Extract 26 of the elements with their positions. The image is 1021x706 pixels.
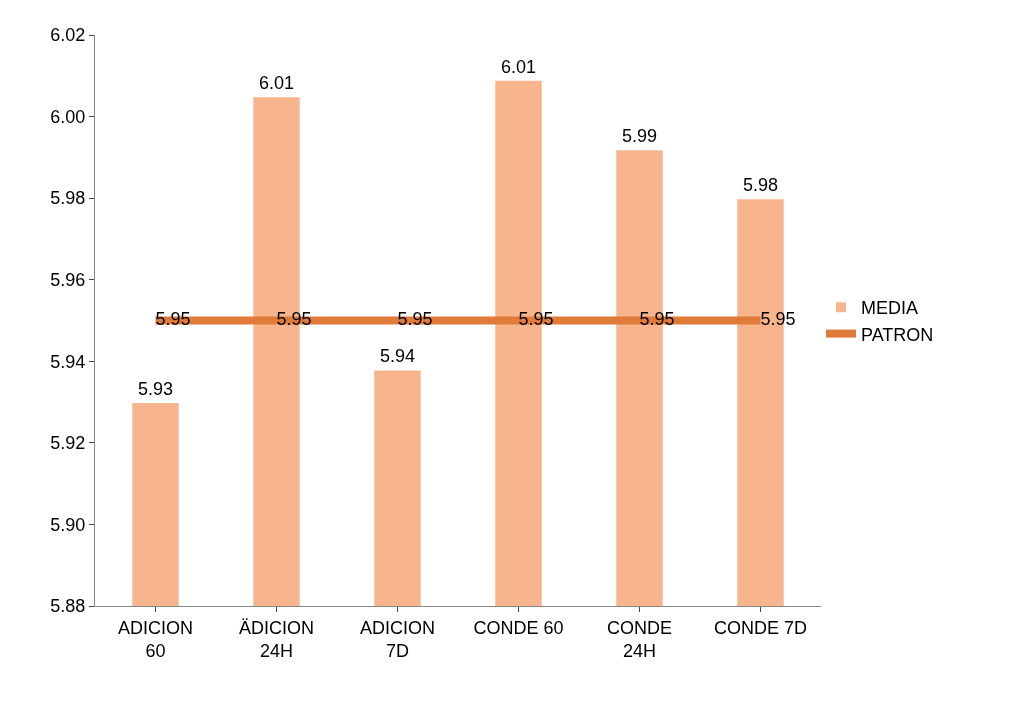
legend-label: MEDIA	[861, 298, 919, 319]
x-tick-label: CONDE 7D	[713, 617, 808, 638]
y-tick-label: 6.02	[50, 25, 86, 46]
y-tick-label: 6.00	[50, 106, 86, 127]
data-label: 5.95	[518, 309, 554, 329]
y-tick-label: 5.88	[50, 596, 86, 617]
y-tick-label: 5.94	[50, 351, 86, 372]
data-label: 5.98	[742, 175, 779, 196]
x-tick-label: CONDE 24H	[606, 617, 673, 661]
x-tick-label: ÄDICION 24H	[238, 617, 315, 661]
data-label: 5.95	[760, 309, 796, 329]
x-tick-label: ADICION 60	[117, 617, 194, 661]
x-tick-label: CONDE 60	[473, 617, 564, 638]
data-label: 5.95	[276, 309, 312, 329]
y-tick-label: 5.90	[50, 514, 86, 535]
y-tick-label: 5.96	[50, 270, 86, 291]
data-label: 6.01	[500, 56, 537, 77]
data-label: 5.93	[137, 379, 174, 400]
x-tick-label: ADICION 7D	[359, 617, 436, 661]
data-label: 5.99	[621, 126, 658, 147]
data-label: 5.94	[379, 346, 416, 367]
y-tick-label: 5.92	[50, 433, 86, 454]
y-tick-label: 5.98	[50, 188, 86, 209]
legend-label: PATRON	[861, 324, 934, 345]
data-label: 5.95	[639, 309, 675, 329]
data-label: 6.01	[258, 73, 295, 94]
